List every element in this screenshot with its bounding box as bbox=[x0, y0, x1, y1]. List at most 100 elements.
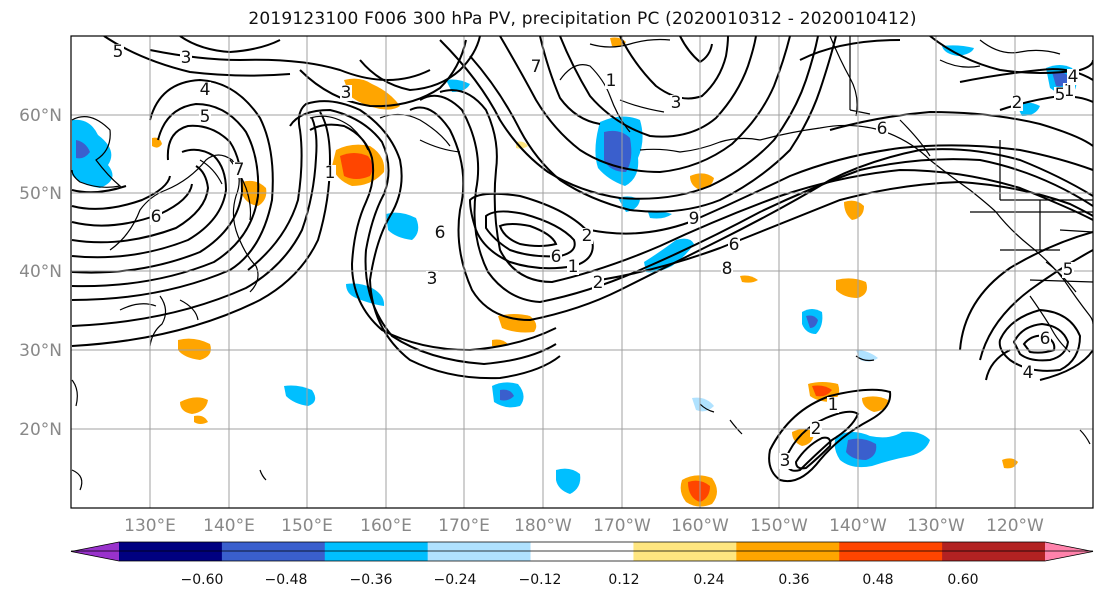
lon-label-150w: 150°W bbox=[750, 516, 808, 536]
contour-label: 1 bbox=[828, 395, 839, 415]
colorbar-extend-low bbox=[71, 542, 119, 561]
colorbar-bin bbox=[427, 542, 532, 561]
lat-label-40n: 40°N bbox=[19, 262, 62, 282]
contour-label: 4 bbox=[1023, 363, 1034, 383]
lon-label-170e: 170°E bbox=[438, 516, 490, 536]
contour-label-background bbox=[779, 453, 791, 469]
contour-label-background bbox=[810, 421, 822, 437]
contour-label-background bbox=[426, 271, 438, 287]
contour-label: 2 bbox=[582, 226, 593, 246]
colorbar-bin bbox=[839, 542, 943, 561]
contour-label: 2 bbox=[1012, 93, 1023, 113]
contour-label-background bbox=[567, 259, 579, 275]
contour-label: 3 bbox=[671, 93, 682, 113]
colorbar-tick-3: −0.24 bbox=[434, 572, 477, 588]
contour-label-background bbox=[1062, 262, 1074, 278]
contour-label: 6 bbox=[1040, 329, 1051, 349]
contour-label-background bbox=[688, 211, 700, 227]
contour-label: 5 bbox=[200, 107, 211, 127]
contour-label-background bbox=[340, 85, 352, 101]
contour-label-background bbox=[434, 225, 446, 241]
contour-label: 9 bbox=[689, 209, 700, 229]
contour-label: 3 bbox=[427, 269, 438, 289]
contour-label-background bbox=[199, 82, 211, 98]
lon-label-160w: 160°W bbox=[671, 516, 729, 536]
contour-label: 6 bbox=[729, 235, 740, 255]
colorbar-tick-2: −0.36 bbox=[350, 572, 393, 588]
contour-label-background bbox=[605, 73, 617, 89]
colorbar-tick-1: −0.48 bbox=[265, 572, 308, 588]
contour-label-background bbox=[1054, 87, 1066, 103]
contour-label: 5 bbox=[1055, 85, 1066, 105]
contour-label: 1 bbox=[568, 257, 579, 277]
lat-label-60n: 60°N bbox=[19, 106, 62, 126]
contour-label: 2 bbox=[593, 273, 604, 293]
lat-label-30n: 30°N bbox=[19, 341, 62, 361]
colorbar-bin bbox=[736, 542, 840, 561]
contour-label: 7 bbox=[234, 160, 245, 180]
contour-label-background bbox=[1011, 95, 1023, 111]
contour-label-background bbox=[728, 237, 740, 253]
lat-label-20n: 20°N bbox=[19, 420, 62, 440]
contour-label-background bbox=[1039, 331, 1051, 347]
contour-label: 3 bbox=[341, 83, 352, 103]
lon-label-160e: 160°E bbox=[360, 516, 412, 536]
longitude-labels: 130°E 140°E 150°E 160°E 170°E 180°W 170°… bbox=[124, 516, 1044, 536]
lon-label-170w: 170°W bbox=[593, 516, 651, 536]
contour-label-background bbox=[180, 50, 192, 66]
colorbar-tick-8: 0.48 bbox=[862, 572, 893, 588]
colorbar-tick-4: −0.12 bbox=[519, 572, 562, 588]
contour-label: 3 bbox=[181, 48, 192, 68]
colorbar-extend-high bbox=[1045, 542, 1093, 561]
colorbar-tick-7: 0.36 bbox=[778, 572, 809, 588]
contour-label-background bbox=[581, 228, 593, 244]
contour-label-background bbox=[592, 275, 604, 291]
colorbar-bin bbox=[530, 542, 634, 561]
contour-label: 6 bbox=[551, 247, 562, 267]
contour-label: 6 bbox=[877, 119, 888, 139]
contour-label-background bbox=[670, 95, 682, 111]
gridlines bbox=[71, 36, 1093, 508]
colorbar-bin bbox=[119, 542, 223, 561]
contour-label-background bbox=[233, 162, 245, 178]
colorbar-bin bbox=[221, 542, 326, 561]
contour-label: 4 bbox=[200, 80, 211, 100]
colorbar-bins bbox=[70, 541, 1094, 562]
map-title: 2019123100 F006 300 hPa PV, precipitatio… bbox=[248, 9, 917, 29]
lon-label-140w: 140°W bbox=[829, 516, 887, 536]
contour-label: 5 bbox=[1063, 260, 1074, 280]
contour-label-background bbox=[530, 59, 542, 75]
contour-label-background bbox=[199, 109, 211, 125]
lon-label-140e: 140°E bbox=[203, 516, 255, 536]
contour-label: 6 bbox=[151, 207, 162, 227]
contour-label: 6 bbox=[435, 223, 446, 243]
colorbar: −0.60 −0.48 −0.36 −0.24 −0.12 0.12 0.24 … bbox=[70, 541, 1094, 588]
contour-label: 7 bbox=[531, 57, 542, 77]
lon-label-150e: 150°E bbox=[281, 516, 333, 536]
colorbar-tick-9: 0.60 bbox=[947, 572, 978, 588]
contour-label-background bbox=[876, 121, 888, 137]
lat-label-50n: 50°N bbox=[19, 184, 62, 204]
colorbar-bin bbox=[942, 542, 1046, 561]
contour-label-background bbox=[1022, 365, 1034, 381]
colorbar-border bbox=[70, 541, 1094, 562]
lon-label-180w: 180°W bbox=[514, 516, 572, 536]
contour-label: 1 bbox=[1064, 81, 1075, 101]
contour-label: 8 bbox=[722, 259, 733, 279]
latitude-labels: 60°N 50°N 40°N 30°N 20°N bbox=[19, 106, 62, 440]
lon-label-130e: 130°E bbox=[124, 516, 176, 536]
contour-label-background bbox=[827, 397, 839, 413]
contour-label: 3 bbox=[780, 451, 791, 471]
colorbar-bin bbox=[633, 542, 737, 561]
contour-label-background bbox=[721, 261, 733, 277]
colorbar-tick-labels: −0.60 −0.48 −0.36 −0.24 −0.12 0.12 0.24 … bbox=[181, 572, 979, 588]
lon-label-130w: 130°W bbox=[907, 516, 965, 536]
colorbar-tick-5: 0.12 bbox=[608, 572, 639, 588]
contour-label: 1 bbox=[325, 163, 336, 183]
colorbar-bin bbox=[324, 542, 429, 561]
map-frame bbox=[70, 35, 1094, 509]
contour-label-background bbox=[1067, 69, 1079, 85]
contour-label-background bbox=[550, 249, 562, 265]
